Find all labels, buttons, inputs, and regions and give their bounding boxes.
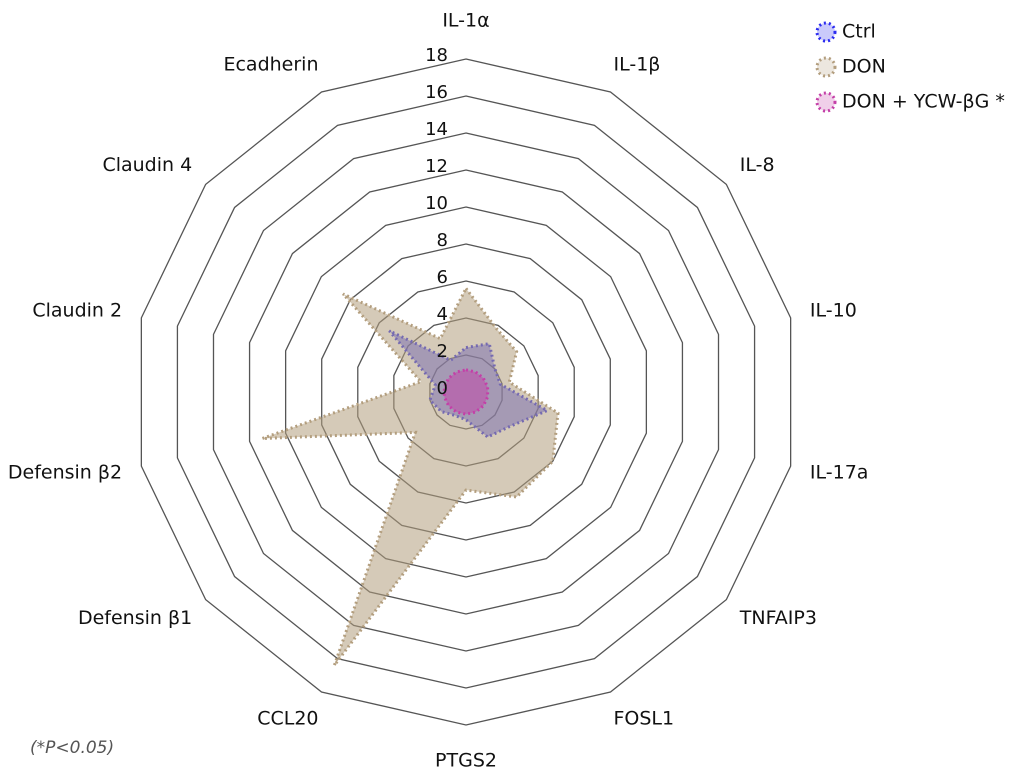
category-label: Claudin 2 [32,300,122,322]
category-label: IL-8 [740,154,775,176]
grid-ring [284,206,648,578]
grid-ring [140,58,792,726]
legend-swatch [815,21,837,43]
tick-label: 18 [425,45,448,66]
tick-label: 8 [437,230,448,251]
tick-label: 12 [425,156,448,177]
category-label: CCL20 [257,708,318,730]
category-label: IL-1β [613,53,660,75]
category-label: Claudin 4 [102,154,192,176]
grid-ring [176,95,756,689]
grid-ring [248,169,684,615]
grid-ring [321,243,611,541]
grid-ring [357,280,575,504]
category-label: FOSL1 [613,708,674,730]
legend-label: DON [842,56,886,78]
tick-label: 16 [425,82,448,103]
footnote: (*P<0.05) [30,738,114,758]
category-label: Defensin β1 [78,607,192,629]
category-label: Defensin β2 [8,461,122,483]
tick-label: 0 [437,378,448,399]
legend-swatch [815,56,837,78]
category-label: Ecadherin [223,53,318,75]
grid-ring [212,132,720,652]
category-label: IL-17a [810,461,869,483]
legend-label: Ctrl [842,21,876,43]
legend-swatch [815,91,837,113]
category-label: TNFAIP3 [739,607,817,629]
tick-label: 10 [425,193,448,214]
tick-label: 6 [437,267,448,288]
legend-label: DON + YCW-βG * [842,91,1005,113]
series-area [442,368,490,416]
category-label: IL-10 [810,300,857,322]
tick-label: 2 [437,341,448,362]
category-label: PTGS2 [435,750,497,772]
tick-label: 4 [437,304,448,325]
tick-label: 14 [425,119,448,140]
category-label: IL-1α [442,10,489,32]
